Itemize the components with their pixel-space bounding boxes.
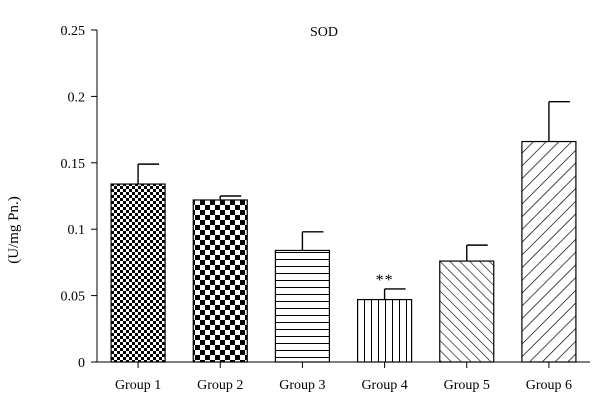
bar-group-4 <box>356 298 413 363</box>
y-tick-label: 0.25 <box>61 24 86 39</box>
y-axis-label: (U/mg Pn.) <box>6 196 22 264</box>
annotations: ** <box>376 272 394 289</box>
x-tick-label: Group 2 <box>197 378 243 393</box>
axes <box>91 29 590 368</box>
x-tick-labels: Group 1 Group 2 Group 3 Group 4 Group 5 Group… <box>115 378 572 393</box>
bar-group-3 <box>274 249 331 363</box>
x-tick-label: Group 5 <box>444 378 490 393</box>
y-tick-label: 0.05 <box>61 290 86 305</box>
x-tick-label: Group 1 <box>115 378 161 393</box>
y-tick-label: 0.1 <box>68 223 86 238</box>
bar-group-5 <box>439 260 495 363</box>
bar-group-2 <box>192 199 248 363</box>
chart-title: SOD <box>310 25 338 40</box>
bar-group-1 <box>110 183 166 363</box>
significance-marker: ** <box>376 272 394 289</box>
y-tick-label: 0 <box>78 356 85 371</box>
bars <box>110 140 577 363</box>
error-bars <box>137 101 570 300</box>
y-tick-labels: 0 0.05 0.1 0.15 0.2 0.25 <box>61 24 86 371</box>
x-tick-label: Group 4 <box>361 378 407 393</box>
bar-group-6 <box>521 140 577 363</box>
x-tick-label: Group 3 <box>279 378 325 393</box>
x-tick-label: Group 6 <box>526 378 572 393</box>
y-tick-label: 0.2 <box>68 90 86 105</box>
y-tick-label: 0.15 <box>61 157 86 172</box>
